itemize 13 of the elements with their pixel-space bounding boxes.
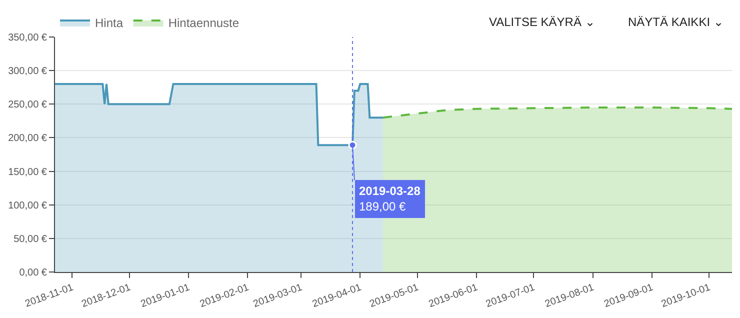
y-tick-label: 150,00 € [8,166,48,178]
y-tick-label: 350,00 € [8,32,48,44]
text: VALITSE KÄYRÄ ⌄ [489,15,595,29]
y-tick-label: 50,00 € [14,234,48,245]
annotation: 2019-03-28 189,00 € [359,184,421,214]
legend-label: Hintaennuste [168,16,240,30]
y-tick-label: 0,00 € [19,268,48,278]
y-tick-label: 300,00 € [8,66,48,78]
text: NÄYTÄ KAIKKI ⌄ [628,15,724,29]
legend-label: Hinta [95,16,124,30]
y-tick-label: 250,00 € [8,100,48,111]
y-tick-label: 200,00 € [8,133,48,144]
y-tick-label: 100,00 € [8,200,48,212]
